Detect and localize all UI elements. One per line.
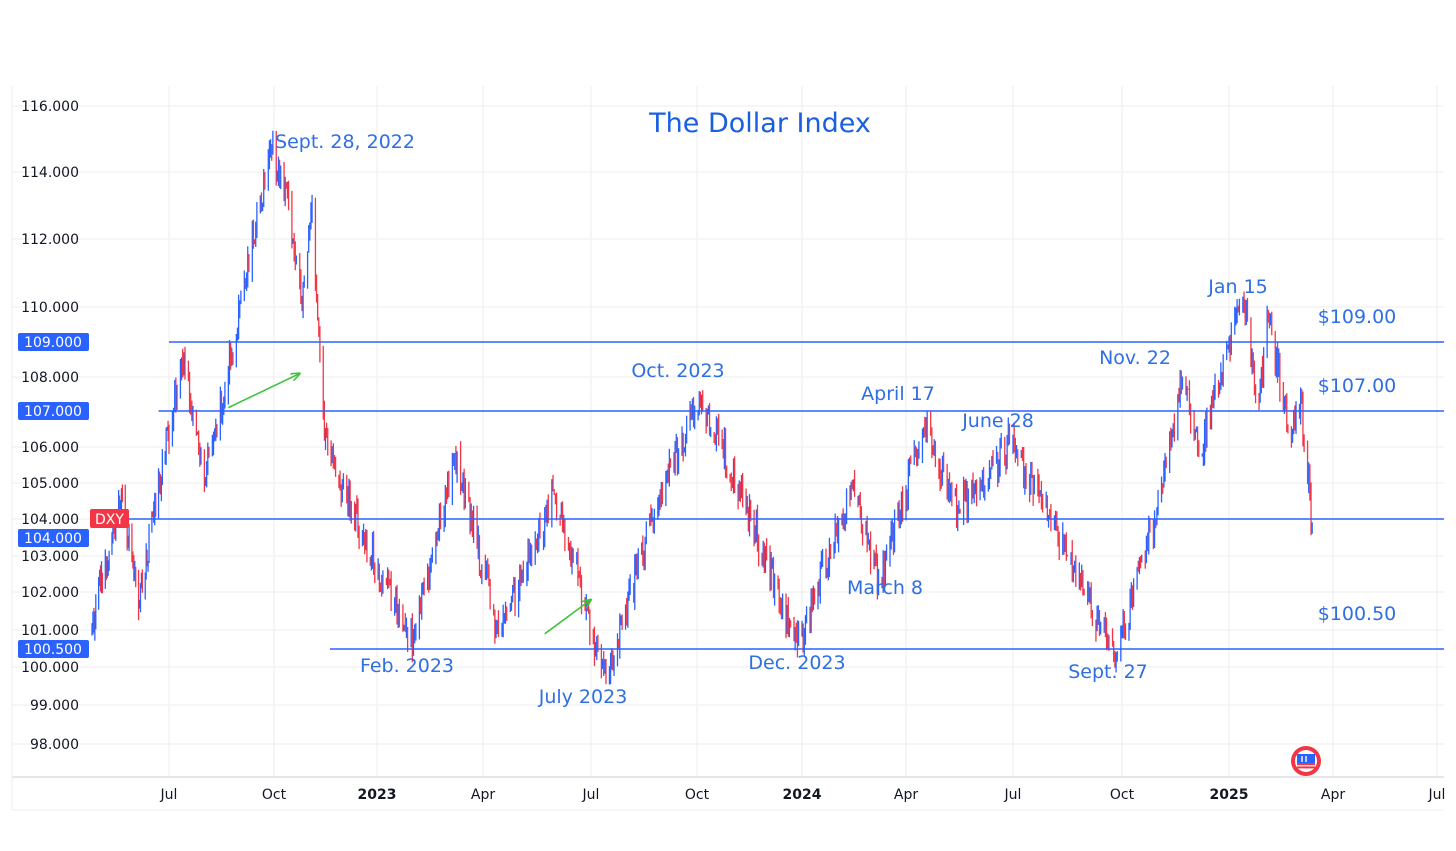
- x-tick-label: Jul: [160, 787, 178, 803]
- annotation-label: April 17: [861, 383, 935, 405]
- annotation-label: June 28: [961, 410, 1034, 432]
- annotation-label: Oct. 2023: [631, 360, 724, 382]
- level-tag-text: 107.000: [24, 404, 82, 420]
- x-tick-label: Oct: [685, 787, 710, 803]
- current-price-tag-bg: [90, 509, 129, 528]
- x-tick-label: 2025: [1210, 787, 1249, 803]
- x-tick-label: 2024: [783, 787, 822, 803]
- annotation-label: Sept. 27: [1068, 661, 1148, 683]
- current-price-tag: DXY: [90, 509, 129, 528]
- level-tag-bg: [18, 640, 89, 658]
- annotation-label: July 2023: [538, 686, 628, 708]
- y-tick-label: 104.000: [21, 512, 79, 528]
- x-tick-label: Apr: [1321, 787, 1345, 803]
- y-tick-label: 99.000: [30, 698, 79, 714]
- level-label: $107.00: [1318, 375, 1397, 397]
- level-price-tag: 104.000: [18, 529, 89, 547]
- annotation-label: Jan 15: [1207, 276, 1268, 298]
- level-tag-bg: [18, 333, 89, 351]
- x-tick-label: 2023: [358, 787, 397, 803]
- x-tick-label: Apr: [894, 787, 918, 803]
- y-tick-label: 110.000: [21, 300, 79, 316]
- horizontal-levels: $109.00 $107.00 $100.50: [92, 306, 1444, 650]
- green-arrow: [228, 374, 299, 409]
- x-tick-label: Apr: [471, 787, 495, 803]
- y-tick-label: 98.000: [30, 737, 79, 753]
- x-tick-label: Jul: [582, 787, 600, 803]
- annotation-label: March 8: [847, 577, 923, 599]
- level-label: $109.00: [1318, 306, 1397, 328]
- annotation-label: Sept. 28, 2022: [275, 131, 415, 153]
- y-tick-label: 108.000: [21, 370, 79, 386]
- level-price-tag: 107.000: [18, 402, 89, 420]
- level-price-tag: 100.500: [18, 640, 89, 658]
- x-tick-label: Oct: [262, 787, 287, 803]
- candlestick-series: [91, 130, 1313, 685]
- y-tick-label: 106.000: [21, 440, 79, 456]
- y-tick-label: 103.000: [21, 549, 79, 565]
- y-tick-label: 116.000: [21, 99, 79, 115]
- annotation-label: Nov. 22: [1099, 347, 1171, 369]
- green-arrow: [544, 600, 591, 635]
- arrows: [228, 374, 591, 635]
- y-tick-label: 105.000: [21, 476, 79, 492]
- y-tick-label: 101.000: [21, 623, 79, 639]
- x-tick-label: Jul: [1004, 787, 1022, 803]
- level-price-tag: 109.000: [18, 333, 89, 351]
- annotations: Sept. 28, 2022 Feb. 2023 July 2023 Oct. 202…: [275, 131, 1268, 708]
- y-tick-label: 102.000: [21, 585, 79, 601]
- x-tick-label: Oct: [1110, 787, 1135, 803]
- y-tick-label: 100.000: [21, 660, 79, 676]
- y-axis: 98.000 99.000 100.000 101.000 102.000 103.000…: [21, 99, 79, 753]
- chart-title: The Dollar Index: [648, 108, 871, 139]
- annotation-label: Feb. 2023: [360, 655, 454, 677]
- y-tick-label: 112.000: [21, 232, 79, 248]
- x-axis: Jul Oct 2023 Apr Jul Oct 2024 Apr Jul Oct 2025 Apr J…: [160, 787, 1446, 803]
- level-price-tags: 109.000 107.000 104.000 100.500 DXY: [18, 333, 129, 658]
- x-tick-label: Jul: [1428, 787, 1446, 803]
- y-tick-label: 114.000: [21, 165, 79, 181]
- annotation-label: Dec. 2023: [748, 652, 845, 674]
- tradingview-logo-icon[interactable]: [1291, 746, 1321, 776]
- level-label: $100.50: [1318, 603, 1397, 625]
- level-tag-bg: [18, 402, 89, 420]
- current-price-tag-text: DXY: [95, 512, 124, 528]
- level-tag-text: 109.000: [24, 335, 82, 351]
- level-tag-text: 100.500: [24, 642, 82, 658]
- level-tag-bg: [18, 529, 89, 547]
- level-tag-text: 104.000: [24, 531, 82, 547]
